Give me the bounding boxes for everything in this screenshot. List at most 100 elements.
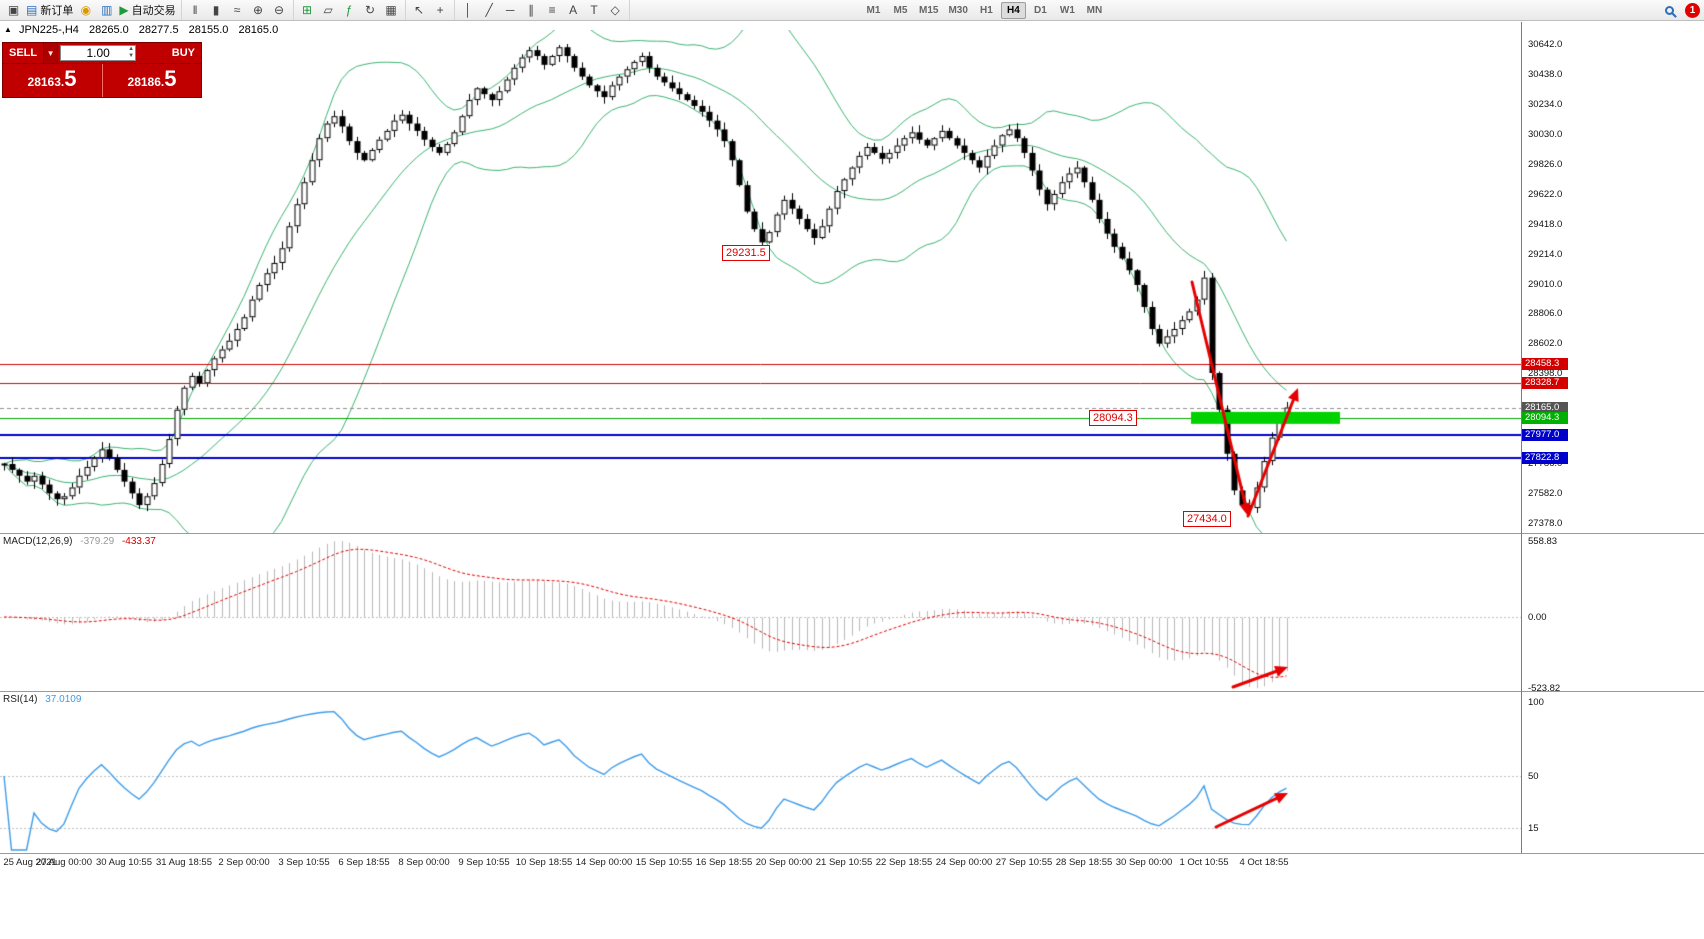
- rsi-indicator-label: RSI(14) 37.0109: [3, 694, 81, 705]
- label-icon: T: [590, 3, 598, 17]
- one-click-collapse-icon[interactable]: ▲: [4, 25, 12, 34]
- fibonacci-icon[interactable]: ≡: [543, 2, 562, 19]
- candlestick-chart-icon[interactable]: ▮: [207, 2, 226, 19]
- alerts-icon[interactable]: ◉: [76, 2, 95, 19]
- period-icon[interactable]: ↻: [361, 2, 380, 19]
- auto-trading-button[interactable]: ▶ 自动交易: [118, 2, 176, 19]
- one-click-header-row: SELL ▼ 1.00 ▲ ▼ BUY: [3, 43, 201, 64]
- cursor-icon[interactable]: ↖: [410, 2, 429, 19]
- indicators-icon: ƒ: [345, 3, 353, 17]
- cursor-icon: ↖: [414, 3, 425, 17]
- panel-separator[interactable]: [0, 533, 1704, 534]
- rsi-indicator-chart[interactable]: [0, 692, 1521, 853]
- price-tick-label: 29826.0: [1528, 158, 1563, 170]
- volume-value: 1.00: [86, 46, 110, 60]
- price-tick-label: 28398.0: [1528, 368, 1563, 380]
- time-axis-label: 8 Sep 00:00: [398, 857, 450, 868]
- time-axis[interactable]: 25 Aug 2021 27 Aug 00:00 30 Aug 10:55 31 Au…: [0, 855, 1521, 873]
- timeframe-h4[interactable]: H4: [1000, 2, 1026, 19]
- price-callout[interactable]: 29231.5: [722, 245, 770, 261]
- price-callout[interactable]: 27434.0: [1183, 511, 1231, 527]
- rsi-name: RSI(14): [3, 694, 38, 705]
- cascade-windows-icon[interactable]: ▱: [319, 2, 338, 19]
- timeframe-m5[interactable]: M5: [893, 5, 908, 16]
- notification-badge[interactable]: 1: [1685, 3, 1700, 18]
- search-icon: [1665, 6, 1674, 15]
- zoom-in-icon[interactable]: ⊕: [249, 2, 268, 19]
- price-tick-label: 29010.0: [1528, 278, 1563, 290]
- line-chart-icon[interactable]: ≈: [228, 2, 247, 19]
- ohlc-info-line: ▲ JPN225-,H4 28265.0 28277.5 28155.0 281…: [4, 24, 285, 36]
- open-value: 28265.0: [88, 24, 129, 36]
- time-axis-label: 25 Aug 2021: [3, 857, 57, 868]
- channel-icon: ∥: [528, 3, 535, 17]
- price-tick-label: 27378.0: [1528, 518, 1563, 529]
- bar-chart-icon[interactable]: ‖: [186, 2, 205, 19]
- horizontal-line-icon: ─: [505, 3, 515, 17]
- one-click-price-row: 28163. 5 28186. 5: [3, 64, 201, 97]
- label-icon[interactable]: T: [585, 2, 604, 19]
- indicators-icon[interactable]: ƒ: [340, 2, 359, 19]
- auto-trading-button: ▶: [119, 3, 129, 17]
- crosshair-icon[interactable]: +: [431, 2, 450, 19]
- volume-input[interactable]: 1.00 ▲ ▼: [60, 45, 137, 61]
- time-axis-label: 10 Sep 18:55: [515, 857, 573, 868]
- rsi-value: 37.0109: [45, 694, 82, 705]
- search-button[interactable]: [1660, 2, 1679, 19]
- tile-windows-icon: ⊞: [302, 3, 313, 17]
- time-axis-label: 30 Sep 00:00: [1115, 857, 1173, 868]
- tile-windows-icon[interactable]: ⊞: [298, 2, 317, 19]
- spin-down-icon[interactable]: ▼: [128, 53, 135, 59]
- channel-icon[interactable]: ∥: [522, 2, 541, 19]
- price-tick-label: 27582.0: [1528, 488, 1563, 500]
- symbol-period-label: JPN225-,H4: [18, 24, 79, 36]
- price-marker-badge: 28458.3: [1522, 358, 1568, 371]
- toolbar-group: ↖ +: [406, 0, 455, 20]
- time-axis-label: 22 Sep 18:55: [875, 857, 933, 868]
- price-axis[interactable]: 30642.0 30438.0 30234.0 30030.0 29826.0 29622…: [1522, 0, 1704, 939]
- bar-chart-icon: ‖: [192, 3, 198, 17]
- sell-button[interactable]: 28163. 5: [3, 64, 102, 97]
- toolbar-group: ‖ ▮ ≈ ⊕ ⊖: [182, 0, 294, 20]
- macd-indicator-chart[interactable]: [0, 534, 1521, 691]
- text-icon[interactable]: A: [564, 2, 583, 19]
- time-axis-label: 27 Aug 00:00: [36, 857, 92, 868]
- timeframe-mn[interactable]: MN: [1086, 5, 1103, 16]
- vertical-line-icon[interactable]: │: [459, 2, 478, 19]
- high-value: 28277.5: [138, 24, 179, 36]
- market-watch-icon[interactable]: ▥: [97, 2, 116, 19]
- price-tick-label: 30030.0: [1528, 128, 1563, 140]
- line-chart-icon: ≈: [233, 3, 241, 17]
- shapes-icon[interactable]: ◇: [606, 2, 625, 19]
- main-price-chart[interactable]: [0, 30, 1521, 533]
- time-axis-label: 15 Sep 10:55: [635, 857, 693, 868]
- timeframe-h1[interactable]: H1: [980, 5, 993, 16]
- time-axis-label: 6 Sep 18:55: [338, 857, 390, 868]
- toolbar-group: │ ╱ ─ ∥ ≡ A T ◇: [455, 0, 630, 20]
- auto-trading-button-label: 自动交易: [131, 5, 176, 17]
- price-marker-badge: 28094.3: [1522, 411, 1568, 424]
- volume-spinner[interactable]: ▲ ▼: [128, 46, 134, 60]
- timeframe-d1[interactable]: D1: [1034, 5, 1047, 16]
- timeframe-m1[interactable]: M1: [866, 5, 881, 16]
- price-callout[interactable]: 28094.3: [1089, 410, 1137, 426]
- rsi-scale-label: 100: [1528, 697, 1544, 708]
- volume-dropdown-icon[interactable]: ▼: [43, 43, 59, 63]
- new-order-button[interactable]: ▤ 新订单: [25, 2, 74, 19]
- buy-button[interactable]: 28186. 5: [102, 64, 201, 97]
- alerts-icon: ◉: [80, 3, 92, 17]
- toolbar-group: ▣ ▤ 新订单 ◉ ▥ ▶ 自动交易: [0, 0, 182, 20]
- template-icon[interactable]: ▦: [382, 2, 401, 19]
- panel-separator[interactable]: [0, 691, 1704, 692]
- time-axis-label: 28 Sep 18:55: [1055, 857, 1113, 868]
- zoom-out-icon[interactable]: ⊖: [270, 2, 289, 19]
- timeframe-w1[interactable]: W1: [1059, 5, 1075, 16]
- trendline-icon[interactable]: ╱: [480, 2, 499, 19]
- new-chart-icon[interactable]: ▣: [4, 2, 23, 19]
- horizontal-line-icon[interactable]: ─: [501, 2, 520, 19]
- spin-up-icon[interactable]: ▲: [128, 46, 135, 52]
- macd-name: MACD(12,26,9): [3, 536, 73, 547]
- timeframe-m30[interactable]: M30: [948, 5, 968, 16]
- timeframe-m15[interactable]: M15: [919, 5, 939, 16]
